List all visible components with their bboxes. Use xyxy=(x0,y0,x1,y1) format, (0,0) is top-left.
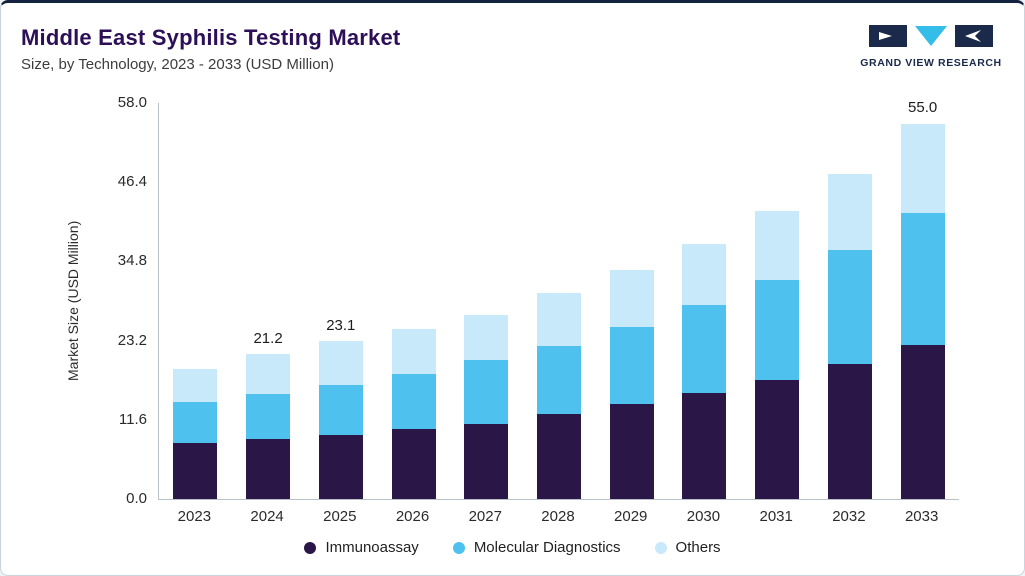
y-axis-title: Market Size (USD Million) xyxy=(65,220,81,382)
segment-others-2032[interactable] xyxy=(827,174,872,250)
bar-2029[interactable] xyxy=(595,103,668,499)
legend: Immunoassay Molecular Diagnostics Others xyxy=(1,539,1024,556)
segment-immunoassay-2023[interactable] xyxy=(173,443,218,499)
segment-others-2028[interactable] xyxy=(536,292,581,347)
x-tick-2031: 2031 xyxy=(759,508,793,525)
segment-molecular-diagnostics-2031[interactable] xyxy=(755,279,800,381)
segment-molecular-diagnostics-2027[interactable] xyxy=(464,359,509,424)
segment-molecular-diagnostics-2032[interactable] xyxy=(827,249,872,364)
bar-2025[interactable]: 23.1 xyxy=(304,103,377,499)
bar-2030[interactable] xyxy=(668,103,741,499)
segment-molecular-diagnostics-2025[interactable] xyxy=(318,385,363,435)
x-tick-2026: 2026 xyxy=(395,508,430,525)
x-tick-2030: 2030 xyxy=(686,508,721,525)
bar-2032[interactable] xyxy=(814,103,887,499)
segment-others-2027[interactable] xyxy=(464,315,509,360)
segment-immunoassay-2025[interactable] xyxy=(318,434,363,499)
bar-2028[interactable] xyxy=(523,103,596,499)
segment-immunoassay-2031[interactable] xyxy=(755,380,800,499)
bar-value-label-2025: 23.1 xyxy=(326,317,356,335)
segment-others-2029[interactable] xyxy=(609,270,654,327)
segment-immunoassay-2028[interactable] xyxy=(536,414,581,499)
bar-value-label-2033: 55.0 xyxy=(908,99,938,117)
x-tick-2024: 2024 xyxy=(250,508,284,525)
legend-item-molecular-diagnostics[interactable]: Molecular Diagnostics xyxy=(452,539,621,556)
segment-immunoassay-2032[interactable] xyxy=(827,363,872,499)
segment-others-2031[interactable] xyxy=(755,210,800,280)
bar-2024[interactable]: 21.2 xyxy=(232,103,305,499)
segment-others-2025[interactable] xyxy=(318,341,363,385)
x-tick-2032: 2032 xyxy=(832,508,866,525)
bar-2026[interactable] xyxy=(377,103,450,499)
segment-others-2030[interactable] xyxy=(682,244,727,306)
segment-others-2024[interactable] xyxy=(246,354,291,394)
segment-immunoassay-2024[interactable] xyxy=(246,438,291,499)
segment-molecular-diagnostics-2023[interactable] xyxy=(173,402,218,444)
x-tick-2027: 2027 xyxy=(468,508,502,525)
bar-2027[interactable] xyxy=(450,103,523,499)
plot-area: 21.2 23.1 55.0 xyxy=(158,99,959,500)
y-tick-34.8: 34.8 xyxy=(117,252,147,270)
x-tick-2033: 2033 xyxy=(904,508,939,525)
segment-others-2023[interactable] xyxy=(173,369,218,403)
segment-immunoassay-2026[interactable] xyxy=(391,429,436,499)
x-tick-2023: 2023 xyxy=(177,508,212,525)
segment-molecular-diagnostics-2028[interactable] xyxy=(536,346,581,415)
segment-molecular-diagnostics-2030[interactable] xyxy=(682,305,727,394)
segment-immunoassay-2030[interactable] xyxy=(682,393,727,499)
y-tick-0: 0.0 xyxy=(126,490,147,507)
chart-header: Middle East Syphilis Testing Market Size… xyxy=(21,25,400,73)
bar-2023[interactable] xyxy=(159,103,232,499)
legend-label-immunoassay: Immunoassay xyxy=(325,539,419,556)
bar-2033[interactable]: 55.0 xyxy=(886,99,959,499)
legend-label-molecular-diagnostics: Molecular Diagnostics xyxy=(473,539,621,556)
x-tick-2028: 2028 xyxy=(541,508,575,525)
legend-label-others: Others xyxy=(675,539,721,556)
bar-value-label-2024: 21.2 xyxy=(253,330,283,348)
segment-molecular-diagnostics-2033[interactable] xyxy=(900,212,945,346)
logo-mark xyxy=(869,25,993,47)
segment-immunoassay-2027[interactable] xyxy=(464,423,509,499)
y-tick-11.6: 11.6 xyxy=(118,410,147,428)
y-tick-58: 58.0 xyxy=(117,94,147,111)
y-tick-23.2: 23.2 xyxy=(117,331,147,349)
legend-dot-molecular-diagnostics xyxy=(452,541,465,554)
y-tick-46.4: 46.4 xyxy=(117,173,147,191)
segment-molecular-diagnostics-2026[interactable] xyxy=(391,374,436,430)
segment-others-2033[interactable] xyxy=(900,123,945,213)
segment-molecular-diagnostics-2029[interactable] xyxy=(609,326,654,405)
legend-dot-others xyxy=(654,541,667,554)
x-axis-labels: 2023 2024 2025 2026 2027 2028 2029 2030 2031 2032… xyxy=(158,508,958,528)
segment-molecular-diagnostics-2024[interactable] xyxy=(246,393,291,439)
legend-item-immunoassay[interactable]: Immunoassay xyxy=(304,539,419,556)
chart-title: Middle East Syphilis Testing Market xyxy=(21,25,401,50)
y-axis-ticks: 0.0 11.6 23.2 34.8 46.4 58.0 xyxy=(89,94,147,507)
chart-subtitle: Size, by Technology, 2023 - 2033 (USD Mi… xyxy=(21,56,334,73)
segment-immunoassay-2029[interactable] xyxy=(609,404,654,499)
brand-logo: GRAND VIEW RESEARCH xyxy=(856,23,1006,69)
x-tick-2029: 2029 xyxy=(614,508,648,525)
segment-immunoassay-2033[interactable] xyxy=(900,345,945,499)
legend-dot-immunoassay xyxy=(304,541,317,554)
x-tick-2025: 2025 xyxy=(323,508,357,525)
legend-item-others[interactable]: Others xyxy=(654,539,721,556)
bar-2031[interactable] xyxy=(741,103,814,499)
segment-others-2026[interactable] xyxy=(391,329,436,375)
brand-name: GRAND VIEW RESEARCH xyxy=(860,57,1002,69)
